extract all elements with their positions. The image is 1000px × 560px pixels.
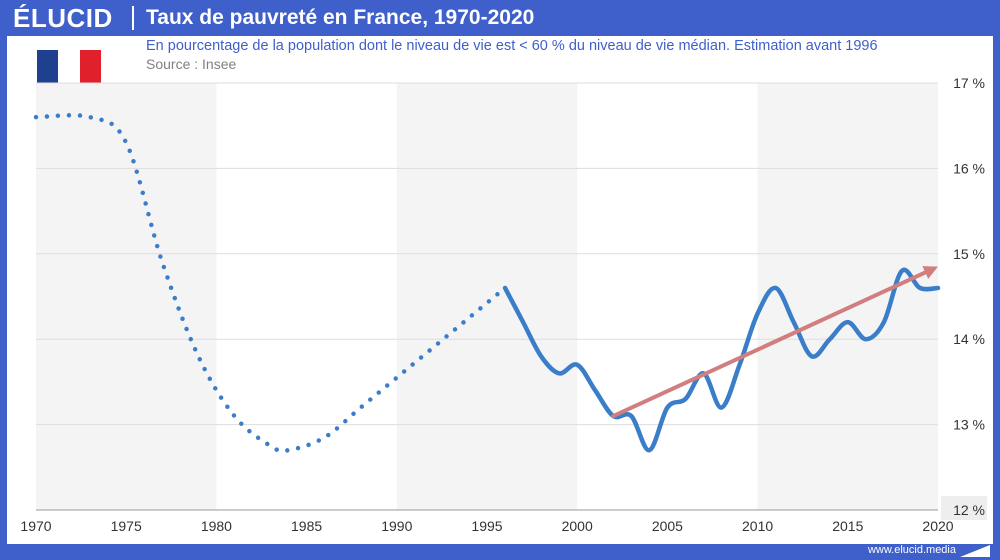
trend-arrow-shaft [611, 270, 928, 419]
shaded-bands [36, 83, 938, 510]
y-tick-label: 15 % [953, 246, 985, 262]
y-tick-label: 14 % [953, 331, 985, 347]
france-flag-icon [37, 50, 101, 93]
tick-labels: 1970 1975 1980 1985 1990 1995 2000 2005 2010 2015… [20, 75, 987, 534]
x-tick-label: 1975 [111, 518, 142, 534]
y-tick-label: 17 % [953, 75, 985, 91]
y-tick-bg [941, 496, 987, 520]
series-line-insee [502, 267, 941, 453]
chart-title: Taux de pauvreté en France, 1970-2020 [146, 6, 535, 29]
shaded-band [36, 83, 217, 510]
elucid-mark-icon [960, 545, 990, 557]
chart-subtitle: En pourcentage de la population dont le … [146, 38, 878, 54]
trend-arrow [611, 266, 938, 419]
shaded-band [396, 83, 578, 510]
x-tick-label: 1990 [381, 518, 412, 534]
x-tick-label: 2000 [562, 518, 593, 534]
y-tick-label: 12 % [953, 502, 985, 518]
y-tick-label: 16 % [953, 160, 985, 176]
y-tick-label: 13 % [953, 417, 985, 433]
x-tick-label: 2010 [742, 518, 773, 534]
x-tick-label: 1970 [20, 518, 51, 534]
chart-source: Source : Insee [146, 56, 237, 72]
x-tick-label: 1995 [471, 518, 502, 534]
x-tick-label: 2005 [652, 518, 683, 534]
trend-arrow-head [922, 266, 938, 279]
x-tick-label: 2020 [922, 518, 953, 534]
x-tick-label: 1985 [291, 518, 322, 534]
grid-lines [36, 82, 938, 511]
x-tick-label: 2015 [832, 518, 863, 534]
shaded-band [757, 83, 938, 510]
elucid-logo[interactable]: ÉLUCID [13, 3, 113, 33]
footer-url[interactable]: www.elucid.media [867, 544, 956, 556]
series-lines [33, 113, 941, 454]
header-bar: ÉLUCID Taux de pauvreté en France, 1970-… [0, 0, 1000, 36]
header-divider [132, 6, 134, 30]
x-tick-label: 1980 [201, 518, 232, 534]
